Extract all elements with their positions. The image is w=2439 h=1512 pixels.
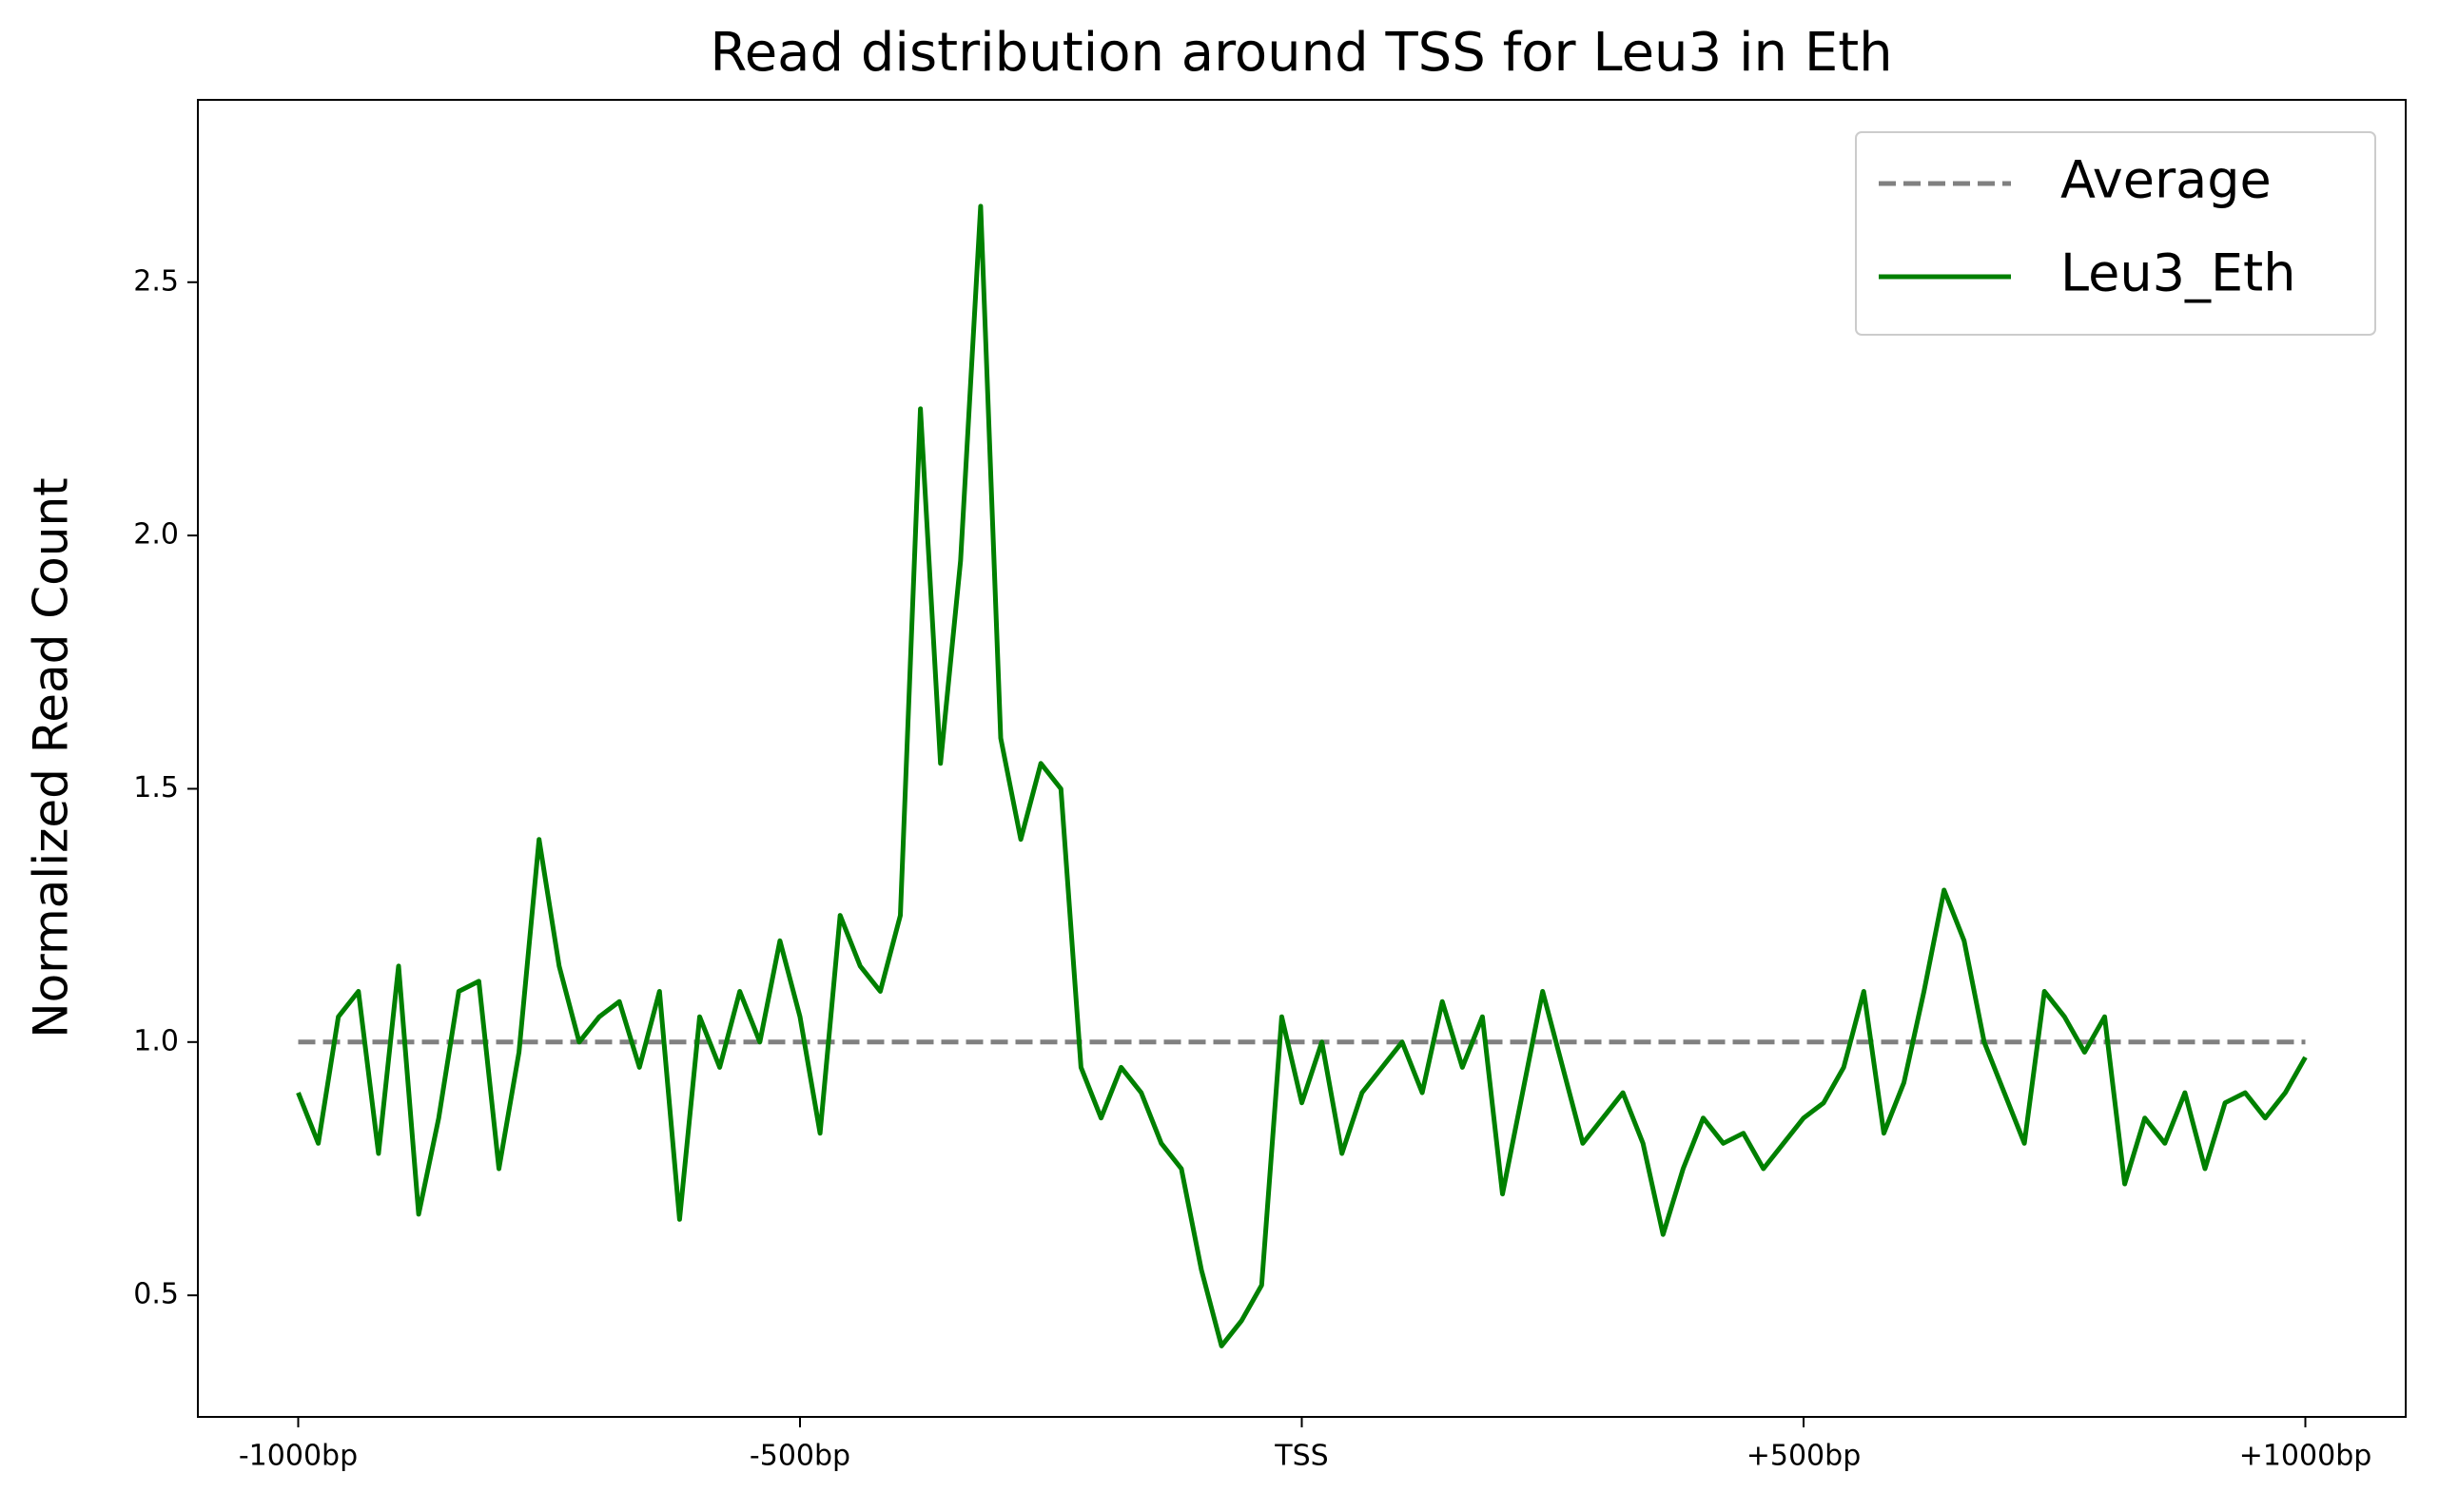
legend-label: Average <box>2060 150 2272 210</box>
legend-label: Leu3_Eth <box>2060 243 2295 303</box>
chart-title: Read distribution around TSS for Leu3 in… <box>710 22 1892 84</box>
y-tick-label: 2.0 <box>133 518 179 552</box>
x-tick-label: -500bp <box>750 1440 850 1473</box>
y-axis-label: Normalized Read Count <box>24 477 79 1037</box>
y-tick-label: 1.0 <box>133 1024 179 1057</box>
x-tick-label: +500bp <box>1746 1440 1861 1473</box>
y-tick-label: 2.5 <box>133 264 179 298</box>
x-tick-label: TSS <box>1274 1440 1328 1473</box>
x-tick-label: +1000bp <box>2239 1440 2372 1473</box>
y-tick-label: 1.5 <box>133 771 179 804</box>
series-line <box>296 204 2308 1348</box>
x-tick-label: -1000bp <box>239 1440 358 1473</box>
y-tick-label: 0.5 <box>133 1278 179 1311</box>
plot-frame <box>197 99 2407 1418</box>
